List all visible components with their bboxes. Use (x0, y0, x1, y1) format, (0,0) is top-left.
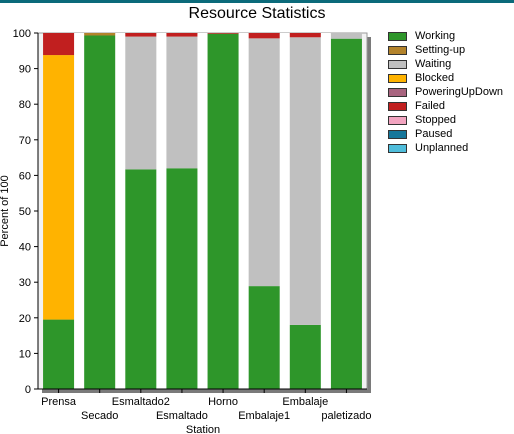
legend-item: PoweringUpDown (388, 85, 503, 99)
legend-swatch (388, 45, 407, 55)
y-axis-title: Percent of 100 (0, 175, 11, 247)
grid-band (156, 33, 167, 389)
bar-segment-failed (125, 33, 157, 37)
legend-item: Failed (388, 99, 503, 113)
bar-segment-working (207, 33, 239, 389)
x-tick-label: Embalaje (282, 396, 328, 408)
legend-item: Waiting (388, 57, 503, 71)
bar-segment-working (289, 324, 321, 389)
chart-legend: Working Setting-up Waiting Blocked PoweringU… (388, 29, 503, 155)
x-tick-label: Secado (81, 410, 118, 422)
y-tick-label: 100 (13, 28, 31, 40)
legend-label: Unplanned (415, 142, 469, 154)
bar-segment-blocked (43, 55, 75, 320)
legend-item: Blocked (388, 71, 503, 85)
bar-segment-failed (207, 33, 239, 34)
bar-segment-working (166, 168, 198, 389)
legend-label: PoweringUpDown (415, 86, 504, 98)
x-tick-label: Esmaltado (156, 410, 208, 422)
legend-label: Paused (415, 128, 453, 140)
legend-item: Unplanned (388, 141, 503, 155)
x-tick-label: Embalaje1 (238, 410, 290, 422)
legend-label: Blocked (415, 72, 455, 84)
x-tick-label: Esmaltado2 (112, 396, 170, 408)
legend-swatch (388, 31, 407, 41)
grid-band (115, 33, 126, 389)
x-axis-title: Station (186, 424, 220, 434)
legend-swatch (388, 115, 407, 125)
bar-segment-working (330, 38, 362, 390)
bar-segment-failed (289, 33, 321, 38)
bar-segment-failed (43, 33, 75, 56)
legend-label: Setting-up (415, 44, 466, 56)
legend-item: Setting-up (388, 43, 503, 57)
grid-band (279, 33, 290, 389)
bar-segment-waiting (248, 38, 280, 287)
legend-swatch (388, 73, 407, 83)
x-tick-label: paletizado (321, 410, 371, 422)
legend-swatch (388, 129, 407, 139)
bar-segment-setting-up (84, 33, 116, 36)
bar-segment-waiting (125, 36, 157, 170)
legend-label: Failed (415, 100, 445, 112)
chart-title: Resource Statistics (189, 5, 326, 22)
y-tick-label: 30 (19, 277, 31, 289)
grid-band (197, 33, 208, 389)
legend-swatch (388, 59, 407, 69)
y-tick-label: 10 (19, 348, 31, 360)
legend-swatch (388, 143, 407, 153)
y-tick-label: 40 (19, 242, 31, 254)
y-tick-label: 0 (25, 384, 31, 396)
legend-swatch (388, 87, 407, 97)
legend-swatch (388, 101, 407, 111)
bar-segment-failed (248, 33, 280, 39)
legend-label: Waiting (415, 58, 452, 70)
y-tick-label: 90 (19, 64, 31, 76)
grid-band (74, 33, 85, 389)
bar-segment-working (84, 35, 116, 389)
window-top-border (0, 0, 514, 3)
bar-segment-waiting (330, 33, 362, 39)
legend-item: Stopped (388, 113, 503, 127)
grid-band (238, 33, 249, 389)
bar-segment-waiting (166, 36, 198, 169)
bar-segment-working (43, 319, 75, 389)
legend-label: Working (415, 30, 456, 42)
x-tick-label: Horno (208, 396, 238, 408)
y-tick-label: 70 (19, 135, 31, 147)
y-tick-label: 60 (19, 170, 31, 182)
legend-item: Paused (388, 127, 503, 141)
grid-band (320, 33, 331, 389)
legend-label: Stopped (415, 114, 456, 126)
bar-segment-working (125, 169, 157, 389)
y-tick-label: 50 (19, 206, 31, 218)
bar-segment-working (248, 286, 280, 389)
bar-segment-failed (166, 33, 198, 37)
y-tick-label: 80 (19, 99, 31, 111)
bar-segment-waiting (289, 37, 321, 325)
x-tick-label: Prensa (41, 396, 77, 408)
legend-item: Working (388, 29, 503, 43)
y-tick-label: 20 (19, 313, 31, 325)
